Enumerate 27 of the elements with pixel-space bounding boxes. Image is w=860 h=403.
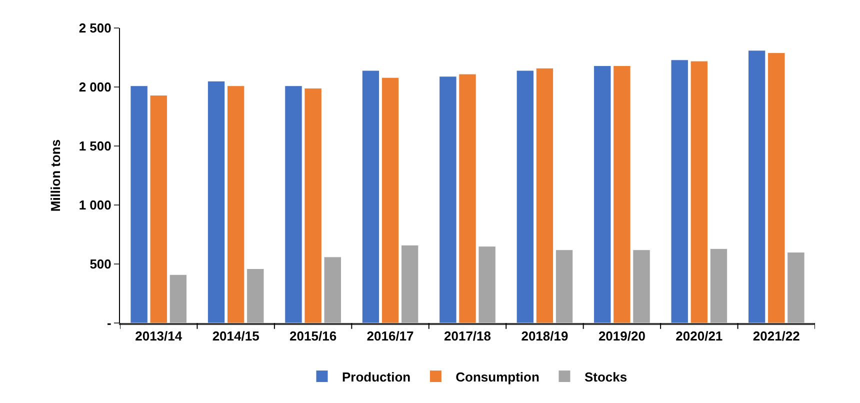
legend-label: Consumption [456, 369, 540, 384]
legend-label: Production [342, 369, 411, 384]
bar [362, 70, 380, 323]
y-tick-label: - [107, 316, 112, 331]
y-axis-title: Million tons [48, 139, 63, 212]
bar [207, 80, 226, 323]
bar [710, 248, 728, 323]
bar [381, 77, 400, 323]
x-tick-label: 2014/15 [212, 328, 260, 344]
x-tick-label: 2018/19 [521, 328, 568, 344]
y-tick-label: 1 500 [78, 138, 112, 154]
x-tick-label: 2017/18 [444, 328, 491, 344]
bar [516, 70, 534, 323]
y-tick-label: 1 000 [78, 198, 112, 213]
x-tick-label: 2019/20 [598, 328, 646, 344]
legend-label: Stocks [584, 369, 628, 384]
y-tick-label: 2 500 [78, 20, 112, 36]
bar [555, 250, 574, 323]
bar [536, 68, 554, 323]
x-tick-label: 2016/17 [366, 328, 414, 344]
y-tick-label: 500 [90, 256, 112, 272]
x-tick-label: 2020/21 [676, 328, 723, 344]
x-tick-label: 2015/16 [290, 328, 337, 344]
x-tick-label: 2013/14 [135, 328, 183, 344]
x-tick-label: 2021/22 [752, 328, 800, 344]
bar [400, 244, 419, 323]
y-tick-label: 2 000 [78, 80, 112, 95]
